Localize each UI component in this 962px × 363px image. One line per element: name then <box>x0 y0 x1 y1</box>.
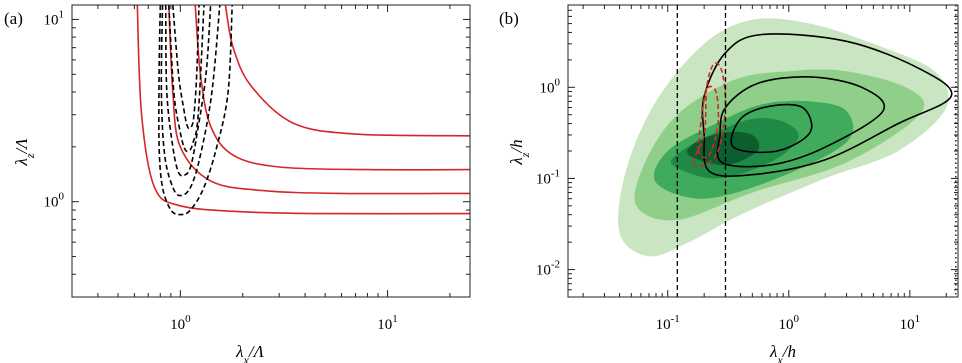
y-tick-label-b-1: 10-2 <box>536 259 560 279</box>
y-axis-label-tail-a: /Λ <box>12 138 31 155</box>
x-axis-label-sub-a: x <box>243 353 250 363</box>
y-tick-label-b-2: 10-1 <box>536 167 560 187</box>
dashed-curve-a-6 <box>160 5 221 197</box>
plot-area-b <box>618 5 957 297</box>
x-tick-label-b-1: 10-1 <box>656 313 680 333</box>
ticks-b: 10-1 100 101 10-2 10-1 100 <box>536 4 958 333</box>
x-axis-label-a: λx/Λ <box>235 342 264 363</box>
solid-curve-a-4 <box>224 5 470 137</box>
svg-text:λz/h: λz/h <box>507 139 532 165</box>
svg-text:λx/Λ: λx/Λ <box>235 342 264 363</box>
y-tick-label-a-2: 101 <box>44 8 65 28</box>
y-axis-label-sub-a: z <box>23 153 37 159</box>
dashed-curve-a-9 <box>172 5 200 130</box>
y-axis-label-b: λz/h <box>507 139 532 165</box>
x-tick-label-a-1: 100 <box>170 313 191 333</box>
solid-curve-a-3 <box>194 5 470 171</box>
dashed-curve-a-7 <box>164 5 212 177</box>
y-axis-label-sub-b: z <box>518 152 532 158</box>
x-axis-label-sub-b: x <box>776 353 783 363</box>
dashed-curve-a-5 <box>158 5 233 216</box>
svg-text:λx/h: λx/h <box>769 342 796 363</box>
x-axis-label-tail-a: /Λ <box>248 342 265 361</box>
x-axis-label-b: λx/h <box>769 342 796 363</box>
x-tick-label-b-3: 101 <box>900 313 921 333</box>
line-contour-b-4 <box>691 62 727 168</box>
axes-frame-a <box>71 4 471 298</box>
plot-area-a <box>136 5 470 216</box>
y-axis-label-tail-b: /h <box>507 139 526 153</box>
y-axis-label-a: λz/Λ <box>12 138 37 167</box>
panel-label-a: (a) <box>4 9 23 28</box>
solid-curve-a-1 <box>136 5 470 215</box>
x-axis-label-tail-b: /h <box>782 342 796 361</box>
dashed-curve-a-8 <box>168 5 205 153</box>
y-tick-label-b-3: 100 <box>540 76 561 96</box>
panel-label-b: (b) <box>499 9 519 28</box>
ticks-a: 100 101 100 101 <box>44 5 470 333</box>
line-contour-b-2 <box>716 76 886 168</box>
svg-text:λz/Λ: λz/Λ <box>12 138 37 167</box>
y-axis-label-main-b: λ <box>507 157 526 165</box>
y-axis-label-main-a: λ <box>12 158 31 166</box>
solid-curve-a-2 <box>168 5 470 195</box>
x-tick-label-b-2: 100 <box>779 313 800 333</box>
line-contour-b-3 <box>730 103 813 154</box>
x-tick-label-a-2: 101 <box>377 313 398 333</box>
y-tick-label-a-1: 100 <box>44 191 65 211</box>
x-axis-label-main-a: λ <box>235 342 243 361</box>
x-axis-label-main-b: λ <box>769 342 777 361</box>
line-contour-b-1 <box>701 33 953 177</box>
line-contour-b-5 <box>697 85 720 159</box>
